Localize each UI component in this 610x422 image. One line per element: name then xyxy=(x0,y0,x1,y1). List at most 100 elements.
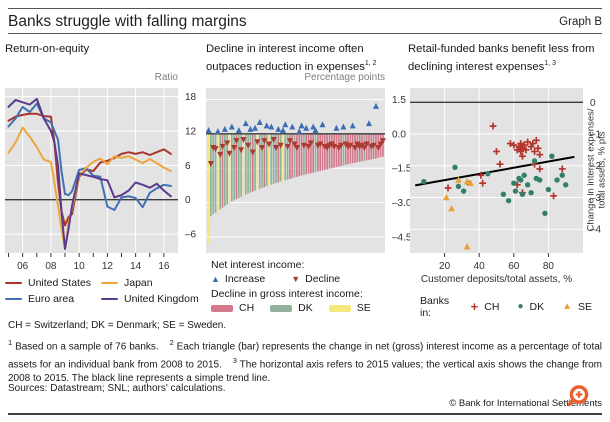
svg-text:6: 6 xyxy=(185,161,191,172)
decline-triangle-icon: ▼ xyxy=(291,274,301,284)
legend-item-decline: ▼ Decline xyxy=(291,273,340,285)
footnote-1-marker: 1 xyxy=(8,338,13,347)
footnote-2-text: Each triangle (bar) represents the chang… xyxy=(8,341,603,371)
panel-title-retail-sup: 1, 3 xyxy=(544,59,556,67)
roe-line-euro-area xyxy=(7,102,172,211)
legend-label-ch: CH xyxy=(239,302,255,314)
svg-text:0.0: 0.0 xyxy=(392,129,406,140)
trend-line xyxy=(415,155,575,187)
footnotes: 1 Based on a sample of 76 banks. 2 Each … xyxy=(8,336,602,385)
panel-title-income-line1: Decline in interest income often xyxy=(206,43,364,55)
legend-label-dk: DK xyxy=(298,302,313,314)
us-line-swatch xyxy=(5,281,22,285)
panel-title-retail-line2: declining interest expenses xyxy=(408,60,545,73)
magnifier-plus-icon xyxy=(567,385,589,407)
scatter-legend-prefix: Banks in: xyxy=(420,295,450,319)
legend-label-se: SE xyxy=(356,302,371,314)
scatter-x-axis-label: Customer deposits/total assets, % xyxy=(420,274,573,285)
footnote-1-text: Based on a sample of 76 banks. xyxy=(15,341,159,353)
scatter-legend-label-ch: CH xyxy=(484,301,500,313)
scatter-legend-label-se: SE xyxy=(577,301,592,313)
legend-label-united-states: United States xyxy=(28,277,92,289)
svg-text:1.5: 1.5 xyxy=(392,95,406,106)
legend-label-japan: Japan xyxy=(124,277,153,289)
roe-legend: United States Japan Euro area United Kin… xyxy=(5,277,199,305)
svg-text:18: 18 xyxy=(185,92,197,103)
scatter-y-axis-label: Change in interest expenses/ total asset… xyxy=(585,108,608,232)
legend-label-euro-area: Euro area xyxy=(28,293,75,305)
uk-line-swatch xyxy=(101,297,118,301)
increase-triangle-icon: ▲ xyxy=(211,274,220,284)
svg-text:40: 40 xyxy=(474,261,486,272)
dk-dot-icon: ● xyxy=(517,301,524,312)
euro-line-swatch xyxy=(5,297,22,301)
panel-title-income: Decline in interest income often outpace… xyxy=(206,43,377,74)
svg-text:12: 12 xyxy=(102,261,114,272)
svg-text:–3: –3 xyxy=(590,193,602,204)
roe-unit-label: Ratio xyxy=(154,72,178,83)
legend-item-euro-area: Euro area xyxy=(5,293,101,305)
dk-bar-swatch xyxy=(270,304,293,312)
legend-label-united-kingdom: United Kingdom xyxy=(124,293,199,305)
retail-scatter-svg: 20 40 60 80 0 –1 –2 –3 –4 xyxy=(410,88,602,272)
svg-text:–4.5: –4.5 xyxy=(392,232,411,243)
header-rule xyxy=(8,33,602,34)
legend-item-increase: ▲ Increase xyxy=(211,273,265,285)
graph-label: Graph B xyxy=(559,16,602,28)
panel-title-roe: Return-on-equity xyxy=(5,43,89,57)
panel-title-roe-text: Return-on-equity xyxy=(5,43,90,55)
ch-bar-swatch xyxy=(211,304,233,312)
panel-title-retail-line1: Retail-funded banks benefit less from xyxy=(408,43,595,55)
footnote-2-marker: 2 xyxy=(169,338,174,347)
se-triangle-icon: ▲ xyxy=(562,301,572,312)
legend-item-se-scatter: ▲ SE xyxy=(562,301,592,313)
legend-item-united-kingdom: United Kingdom xyxy=(101,293,199,305)
net-income-triangles xyxy=(205,102,386,168)
zoom-in-button[interactable] xyxy=(565,383,591,409)
page-title: Banks struggle with falling margins xyxy=(8,13,247,30)
svg-text:20: 20 xyxy=(439,261,451,272)
top-rule xyxy=(8,8,602,9)
scatter-legend: Banks in: + CH ● DK ▲ SE xyxy=(420,295,610,319)
income-legend: Net interest income: ▲ Increase ▼ Declin… xyxy=(211,259,387,317)
panel-title-retail: Retail-funded banks benefit less from de… xyxy=(408,43,595,74)
legend-item-ch-scatter: + CH xyxy=(470,299,500,314)
retail-scatter-chart: 20 40 60 80 0 –1 –2 –3 –4 xyxy=(410,88,610,283)
svg-text:–6: –6 xyxy=(185,230,197,241)
roe-line-united-kingdom xyxy=(7,97,172,250)
footnote-3-marker: 3 xyxy=(232,355,237,365)
svg-text:80: 80 xyxy=(543,261,555,272)
footnote-3-text: The horizontal axis refers to 2015 value… xyxy=(8,359,602,384)
legend-item-dk-bar: DK xyxy=(270,302,313,314)
japan-line-swatch xyxy=(101,281,118,285)
income-chart-svg: 1.5 0.0 –1.5 –3.0 –4.5 xyxy=(205,88,412,253)
svg-text:–1: –1 xyxy=(590,130,602,141)
gross-income-legend-title: Decline in gross interest income: xyxy=(211,288,363,300)
scatter-legend-label-dk: DK xyxy=(529,301,545,313)
svg-text:10: 10 xyxy=(74,261,86,272)
svg-text:0: 0 xyxy=(590,98,596,109)
svg-text:14: 14 xyxy=(130,261,142,272)
svg-text:06: 06 xyxy=(17,261,29,272)
net-income-legend-title: Net interest income: xyxy=(211,259,305,271)
svg-text:–4: –4 xyxy=(590,225,602,236)
gross-income-bars xyxy=(207,133,384,244)
se-bar-swatch xyxy=(328,304,351,312)
legend-item-japan: Japan xyxy=(101,277,199,289)
svg-text:–3.0: –3.0 xyxy=(392,198,411,209)
ch-plus-icon: + xyxy=(470,299,479,314)
scatter-series-SE xyxy=(442,176,474,250)
copyright: © Bank for International Settlements xyxy=(449,398,602,409)
roe-chart-svg: 18 12 6 0 –6 06 08 10 12 14 16 xyxy=(5,88,197,272)
legend-label-decline: Decline xyxy=(305,273,341,285)
legend-item-ch-bar: CH xyxy=(211,302,254,314)
gross-income-legend-row: CH DK SE xyxy=(211,302,387,314)
abbreviations-line: CH = Switzerland; DK = Denmark; SE = Swe… xyxy=(8,320,227,331)
panel-title-income-line2: outpaces reduction in expenses xyxy=(206,60,365,73)
roe-line-chart: 18 12 6 0 –6 06 08 10 12 14 16 xyxy=(5,88,210,283)
scatter-y-axis-label-line1: Change in interest expenses/ xyxy=(585,108,597,232)
income-bar-chart: 1.5 0.0 –1.5 –3.0 –4.5 xyxy=(205,88,412,283)
panel-title-income-sup: 1, 2 xyxy=(364,59,377,67)
legend-item-dk-scatter: ● DK xyxy=(517,301,544,313)
